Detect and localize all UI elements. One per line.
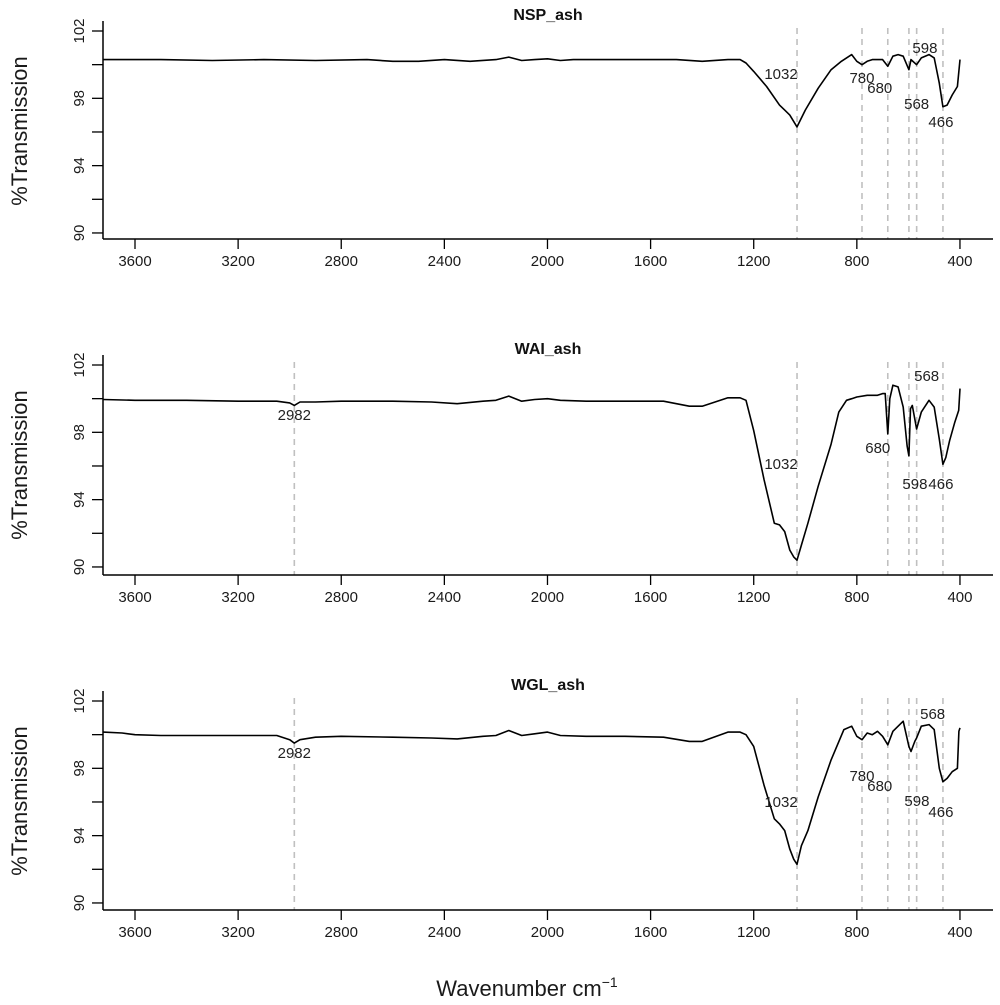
x-tick-label: 3200	[221, 253, 254, 270]
y-tick-label: 102	[71, 18, 88, 43]
x-tick-label: 1200	[737, 589, 770, 606]
x-tick-label: 3600	[118, 924, 151, 941]
x-tick-label: 2000	[531, 253, 564, 270]
y-tick-label: 90	[71, 895, 88, 912]
peak-label: 568	[914, 368, 939, 385]
x-axis-label-superscript: −1	[602, 974, 618, 990]
y-tick-label: 90	[71, 559, 88, 576]
x-tick-label: 400	[947, 253, 972, 270]
x-tick-label: 3200	[221, 924, 254, 941]
peak-label: 1032	[764, 456, 797, 473]
y-tick-label: 98	[71, 424, 88, 441]
x-tick-label: 2000	[531, 924, 564, 941]
panel-title: NSP_ash	[513, 7, 582, 24]
peak-label: 466	[928, 476, 953, 493]
peak-label: 1032	[764, 66, 797, 83]
y-tick-label: 94	[71, 157, 88, 174]
y-axis-label: %Transmission	[7, 56, 32, 206]
panel-wgl-ash: WGL_ash %Transmission 90 94 98 102 3600 3200 280…	[7, 677, 993, 941]
peak-label: 680	[867, 778, 892, 795]
spectrum-line-wgl-ash	[102, 720, 961, 866]
x-axis-label: Wavenumber cm−1	[436, 974, 618, 1001]
x-axis-label-text: Wavenumber cm	[436, 976, 601, 1001]
x-tick-label: 2000	[531, 589, 564, 606]
x-tick-label: 1200	[737, 924, 770, 941]
x-tick-label: 1600	[634, 589, 667, 606]
x-tick-label: 800	[844, 253, 869, 270]
x-tick-label: 2400	[428, 924, 461, 941]
y-tick-label: 98	[71, 90, 88, 107]
x-tick-label: 1600	[634, 253, 667, 270]
peak-label: 466	[928, 114, 953, 131]
peak-label: 598	[902, 476, 927, 493]
y-axis-label: %Transmission	[7, 390, 32, 540]
x-tick-label: 3600	[118, 589, 151, 606]
peak-label: 1032	[764, 794, 797, 811]
peak-label: 780	[849, 768, 874, 785]
y-tick-label: 94	[71, 827, 88, 844]
peak-label: 2982	[278, 745, 311, 762]
y-axis-label: %Transmission	[7, 726, 32, 876]
x-tick-label: 800	[844, 589, 869, 606]
y-tick-label: 98	[71, 760, 88, 777]
x-tick-label: 2800	[325, 253, 358, 270]
x-tick-label: 1600	[634, 924, 667, 941]
peak-label: 2982	[278, 407, 311, 424]
peak-label: 680	[865, 440, 890, 457]
peak-label: 466	[928, 804, 953, 821]
x-tick-label: 400	[947, 589, 972, 606]
panel-title: WGL_ash	[511, 677, 585, 694]
x-tick-label: 2400	[428, 253, 461, 270]
x-tick-label: 2800	[325, 589, 358, 606]
y-tick-label: 94	[71, 491, 88, 508]
x-tick-label: 400	[947, 924, 972, 941]
peak-label: 680	[867, 80, 892, 97]
x-tick-label: 800	[844, 924, 869, 941]
x-tick-label: 3600	[118, 253, 151, 270]
x-tick-label: 3200	[221, 589, 254, 606]
x-tick-label: 2400	[428, 589, 461, 606]
panel-nsp-ash: NSP_ash %Transmission 90 94 98 102 3600 3200 280…	[7, 7, 993, 270]
panel-title: WAI_ash	[515, 341, 582, 358]
peak-label: 598	[904, 793, 929, 810]
y-tick-label: 102	[71, 352, 88, 377]
y-tick-label: 90	[71, 225, 88, 242]
spectrum-line-wai-ash	[102, 384, 961, 562]
x-tick-label: 1200	[737, 253, 770, 270]
x-tick-label: 2800	[325, 924, 358, 941]
peak-label: 568	[904, 96, 929, 113]
panel-wai-ash: WAI_ash %Transmission 90 94 98 102 3600 3200 280…	[7, 341, 993, 606]
peak-label: 568	[920, 706, 945, 723]
y-tick-label: 102	[71, 688, 88, 713]
peak-label: 598	[912, 40, 937, 57]
peak-label: 780	[849, 70, 874, 87]
spectrum-line-nsp-ash	[103, 53, 961, 128]
